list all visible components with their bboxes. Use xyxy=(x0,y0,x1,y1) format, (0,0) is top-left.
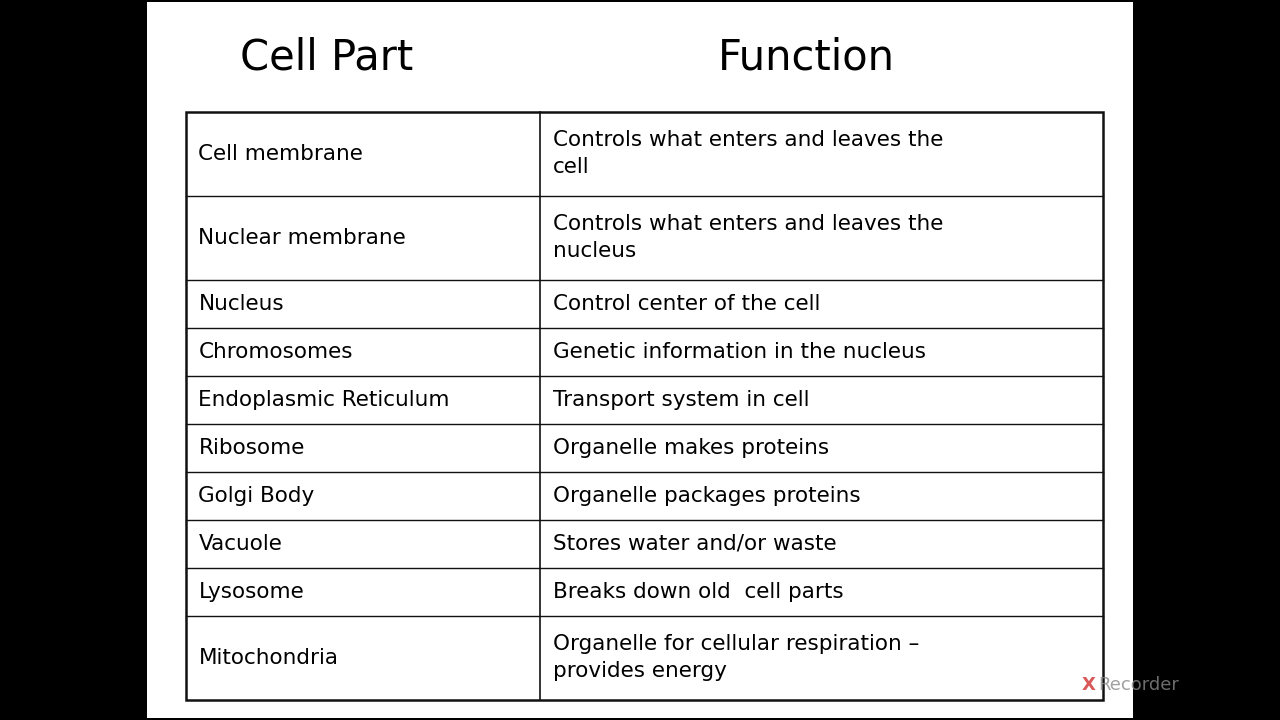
Text: Golgi Body: Golgi Body xyxy=(198,486,315,505)
Text: Organelle makes proteins: Organelle makes proteins xyxy=(553,438,829,458)
Text: Recorder: Recorder xyxy=(1098,677,1179,694)
Text: Controls what enters and leaves the
nucleus: Controls what enters and leaves the nucl… xyxy=(553,214,943,261)
Text: X: X xyxy=(1082,677,1096,694)
Text: Genetic information in the nucleus: Genetic information in the nucleus xyxy=(553,342,925,361)
Text: Function: Function xyxy=(718,37,895,78)
Text: Breaks down old  cell parts: Breaks down old cell parts xyxy=(553,582,844,602)
Text: Ribosome: Ribosome xyxy=(198,438,305,458)
Text: Nuclear membrane: Nuclear membrane xyxy=(198,228,406,248)
Text: Vacuole: Vacuole xyxy=(198,534,283,554)
Text: Mitochondria: Mitochondria xyxy=(198,648,338,668)
Text: Nucleus: Nucleus xyxy=(198,294,284,314)
Text: Chromosomes: Chromosomes xyxy=(198,342,353,361)
Text: Controls what enters and leaves the
cell: Controls what enters and leaves the cell xyxy=(553,130,943,177)
Text: Organelle for cellular respiration –
provides energy: Organelle for cellular respiration – pro… xyxy=(553,634,919,681)
Text: Cell Part: Cell Part xyxy=(239,37,413,78)
Text: Stores water and/or waste: Stores water and/or waste xyxy=(553,534,837,554)
Text: Endoplasmic Reticulum: Endoplasmic Reticulum xyxy=(198,390,449,410)
Text: Cell membrane: Cell membrane xyxy=(198,143,364,163)
Bar xyxy=(186,112,1103,700)
Bar xyxy=(147,2,1133,718)
Text: Transport system in cell: Transport system in cell xyxy=(553,390,809,410)
Text: Control center of the cell: Control center of the cell xyxy=(553,294,820,314)
Text: Lysosome: Lysosome xyxy=(198,582,305,602)
Text: Organelle packages proteins: Organelle packages proteins xyxy=(553,486,860,505)
